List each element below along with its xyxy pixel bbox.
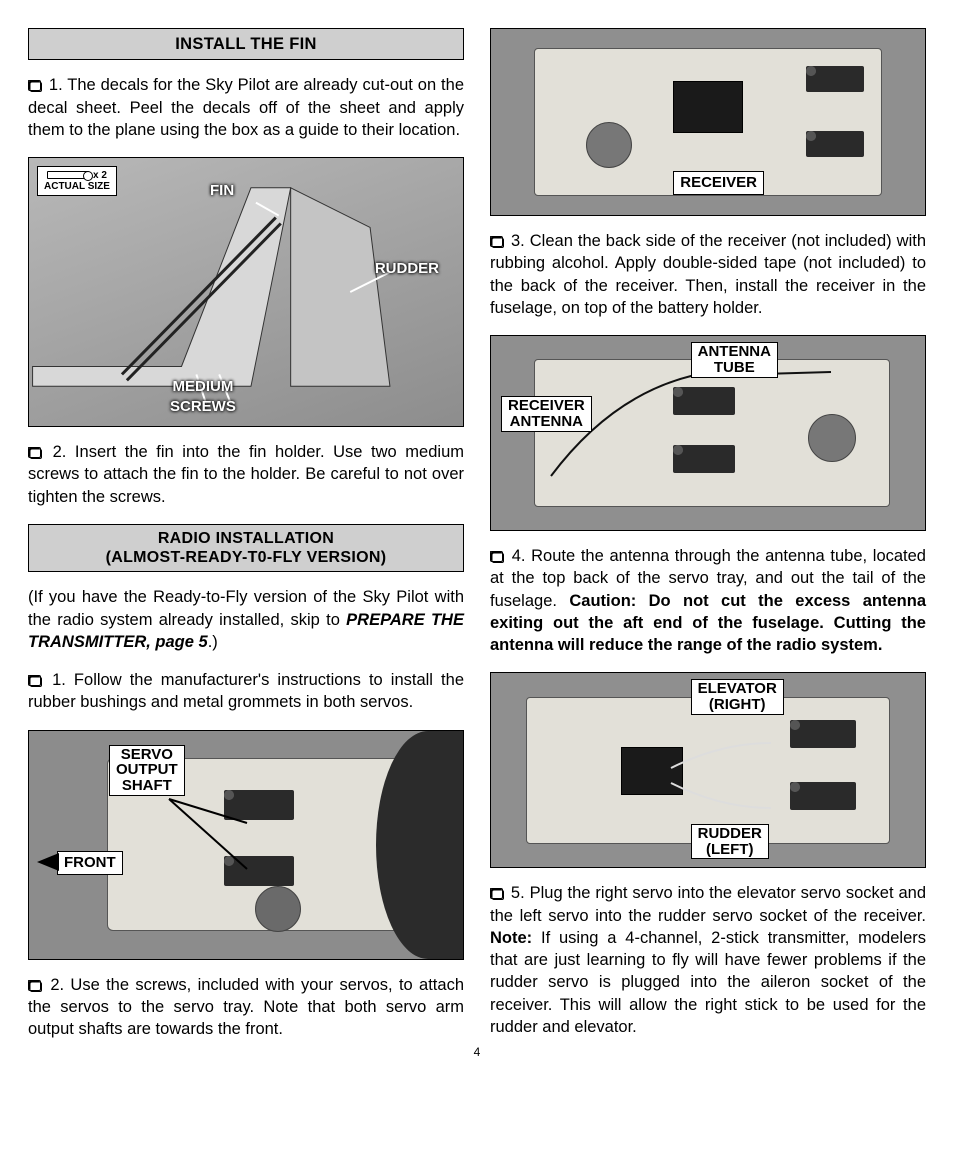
figure-servo-tray: SERVO OUTPUT SHAFT FRONT	[28, 730, 464, 960]
servo	[806, 131, 864, 157]
arrow-left-icon	[35, 849, 61, 875]
step-5-text: 5. Plug the right servo into the elevato…	[490, 882, 926, 1038]
step-radio-2-body: 2. Use the screws, included with your se…	[28, 976, 464, 1039]
step-3-text: 3. Clean the back side of the receiver (…	[490, 230, 926, 319]
checkbox-icon	[28, 80, 41, 91]
figure-antenna: ANTENNA TUBE RECEIVER ANTENNA	[490, 335, 926, 531]
label-rudder-left: RUDDER (LEFT)	[691, 824, 769, 860]
label-fin: FIN	[204, 180, 240, 202]
label-servo-output-shaft: SERVO OUTPUT SHAFT	[109, 745, 185, 796]
figure-fin-rudder: x 2 ACTUAL SIZE FIN RUDDER MEDIUM SCREWS	[28, 157, 464, 427]
step-radio-2: 2. Use the screws, included with your se…	[28, 974, 464, 1041]
arrow-icon	[159, 791, 289, 891]
step-radio-1: 1. Follow the manufacturer's instruction…	[28, 669, 464, 714]
receiver-module	[673, 81, 743, 133]
servo	[806, 66, 864, 92]
figure-receiver: RECEIVER	[490, 28, 926, 216]
heading-radio-installation: RADIO INSTALLATION (ALMOST-READY-T0-FLY …	[28, 524, 464, 572]
step-3-body: 3. Clean the back side of the receiver (…	[490, 232, 926, 317]
step-1-text: 1. The decals for the Sky Pilot are alre…	[28, 74, 464, 141]
label-antenna-tube: ANTENNA TUBE	[691, 342, 778, 378]
step-2-text: 2. Insert the fin into the fin holder. U…	[28, 441, 464, 508]
checkbox-icon	[28, 447, 41, 458]
heading-install-fin: INSTALL THE FIN	[28, 28, 464, 60]
label-receiver-antenna: RECEIVER ANTENNA	[501, 396, 592, 432]
tray-hole	[255, 886, 301, 932]
step-5a: 5. Plug the right servo into the elevato…	[490, 884, 926, 924]
label-elevator-right: ELEVATOR (RIGHT)	[691, 679, 784, 715]
step-5-note: Note:	[490, 929, 532, 947]
checkbox-icon	[490, 236, 503, 247]
tail-illustration	[29, 158, 463, 426]
step-1-body: 1. The decals for the Sky Pilot are alre…	[28, 76, 464, 139]
checkbox-icon	[28, 675, 41, 686]
radio-intro-b: .)	[208, 633, 218, 651]
step-4-text: 4. Route the antenna through the antenna…	[490, 545, 926, 656]
checkbox-icon	[490, 551, 503, 562]
label-front: FRONT	[57, 851, 123, 875]
right-column: RECEIVER 3. Clean the back side of the r…	[490, 28, 926, 1040]
left-column: INSTALL THE FIN 1. The decals for the Sk…	[28, 28, 464, 1040]
label-rudder: RUDDER	[369, 258, 445, 280]
step-5b: If using a 4-channel, 2-stick transmitte…	[490, 929, 926, 1036]
step-radio-1-body: 1. Follow the manufacturer's instruction…	[28, 671, 464, 711]
checkbox-icon	[490, 888, 503, 899]
radio-intro: (If you have the Ready-to-Fly version of…	[28, 586, 464, 653]
label-receiver: RECEIVER	[673, 171, 764, 195]
figure-elevator-rudder: ELEVATOR (RIGHT) RUDDER (LEFT)	[490, 672, 926, 868]
step-2-body: 2. Insert the fin into the fin holder. U…	[28, 443, 464, 506]
page-number: 4	[28, 1044, 926, 1060]
two-column-layout: INSTALL THE FIN 1. The decals for the Sk…	[28, 28, 926, 1040]
checkbox-icon	[28, 980, 41, 991]
label-medium-screws: MEDIUM SCREWS	[164, 376, 242, 419]
